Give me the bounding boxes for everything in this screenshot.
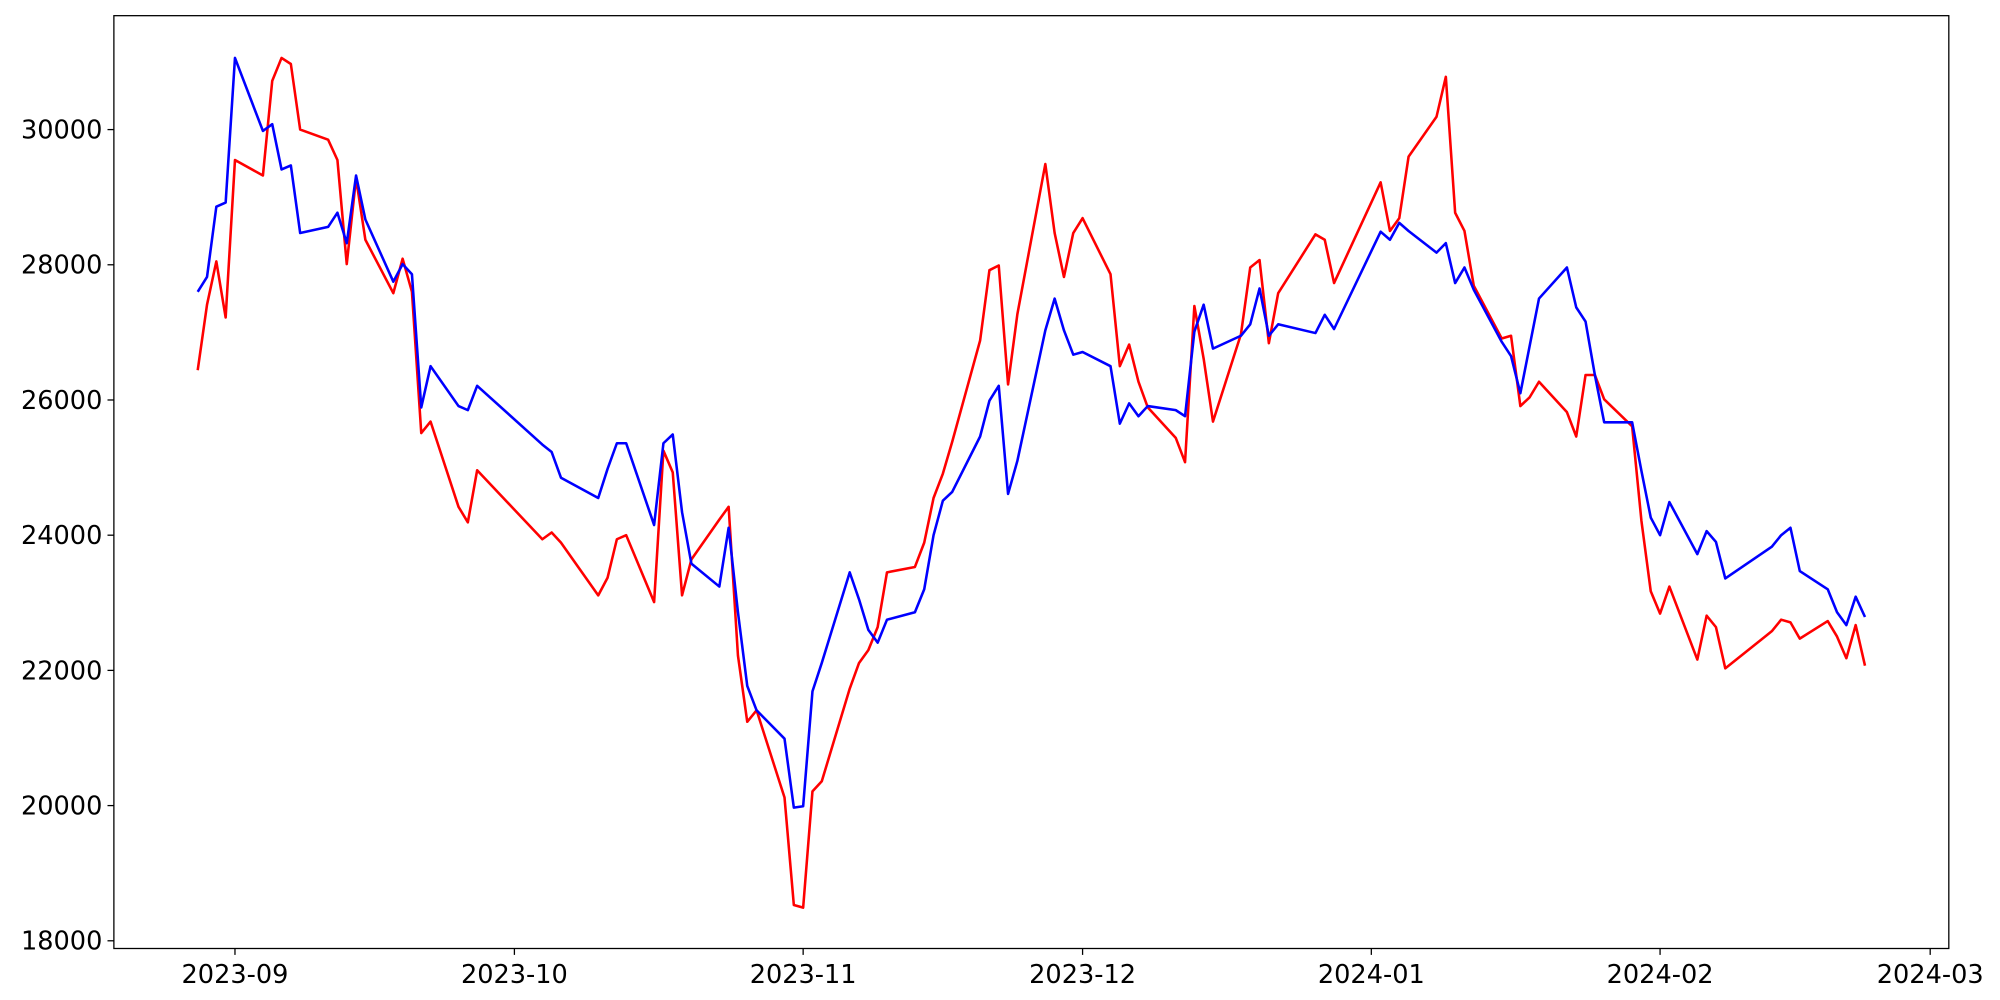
x-tick-label: 2023-09 bbox=[182, 960, 289, 990]
line-series bbox=[196, 56, 1867, 809]
x-tick-label: 2024-01 bbox=[1318, 960, 1425, 990]
y-tick-label: 26000 bbox=[21, 386, 102, 416]
x-tick-label: 2024-03 bbox=[1877, 960, 1984, 990]
y-tick-label: 30000 bbox=[21, 116, 102, 146]
y-tick-label: 22000 bbox=[21, 656, 102, 686]
x-tick-label: 2023-10 bbox=[461, 960, 568, 990]
y-tick-label: 20000 bbox=[21, 792, 102, 822]
x-tick-label: 2023-11 bbox=[750, 960, 857, 990]
x-tick-label: 2023-12 bbox=[1029, 960, 1136, 990]
line-series bbox=[196, 56, 1867, 909]
y-tick-label: 28000 bbox=[21, 251, 102, 281]
y-tick-label: 18000 bbox=[21, 927, 102, 957]
x-tick-label: 2024-02 bbox=[1607, 960, 1714, 990]
plot-frame bbox=[113, 15, 1950, 950]
y-tick-label: 24000 bbox=[21, 521, 102, 551]
